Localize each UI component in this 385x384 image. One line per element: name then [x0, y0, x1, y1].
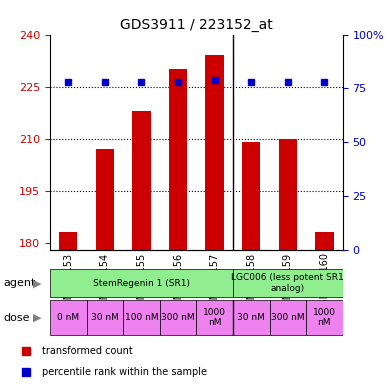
Text: 1000
nM: 1000 nM	[203, 308, 226, 328]
Text: 1000
nM: 1000 nM	[313, 308, 336, 328]
Text: dose: dose	[4, 313, 30, 323]
Text: 30 nM: 30 nM	[91, 313, 119, 322]
Bar	[242, 142, 260, 250]
Text: 100 nM: 100 nM	[125, 313, 158, 322]
FancyBboxPatch shape	[87, 300, 123, 335]
FancyBboxPatch shape	[50, 270, 233, 297]
Bar	[279, 139, 297, 250]
Text: transformed count: transformed count	[42, 346, 132, 356]
Bar	[96, 149, 114, 250]
Text: ▶: ▶	[33, 313, 41, 323]
Bar	[132, 111, 151, 250]
Bar	[315, 232, 333, 250]
FancyBboxPatch shape	[160, 300, 196, 335]
Text: percentile rank within the sample: percentile rank within the sample	[42, 367, 207, 377]
Text: 30 nM: 30 nM	[237, 313, 265, 322]
FancyBboxPatch shape	[196, 300, 233, 335]
Bar	[169, 69, 187, 250]
FancyBboxPatch shape	[306, 300, 343, 335]
Bar	[59, 232, 77, 250]
Text: LGC006 (less potent SR1
analog): LGC006 (less potent SR1 analog)	[231, 273, 344, 293]
Text: 300 nM: 300 nM	[271, 313, 305, 322]
FancyBboxPatch shape	[270, 300, 306, 335]
FancyBboxPatch shape	[233, 270, 343, 297]
Text: agent: agent	[4, 278, 36, 288]
Text: StemRegenin 1 (SR1): StemRegenin 1 (SR1)	[93, 279, 190, 288]
Text: 0 nM: 0 nM	[57, 313, 79, 322]
FancyBboxPatch shape	[123, 300, 160, 335]
Title: GDS3911 / 223152_at: GDS3911 / 223152_at	[120, 18, 273, 32]
FancyBboxPatch shape	[50, 300, 87, 335]
FancyBboxPatch shape	[233, 300, 270, 335]
Text: ▶: ▶	[33, 278, 41, 288]
Text: 300 nM: 300 nM	[161, 313, 195, 322]
Bar	[206, 55, 224, 250]
